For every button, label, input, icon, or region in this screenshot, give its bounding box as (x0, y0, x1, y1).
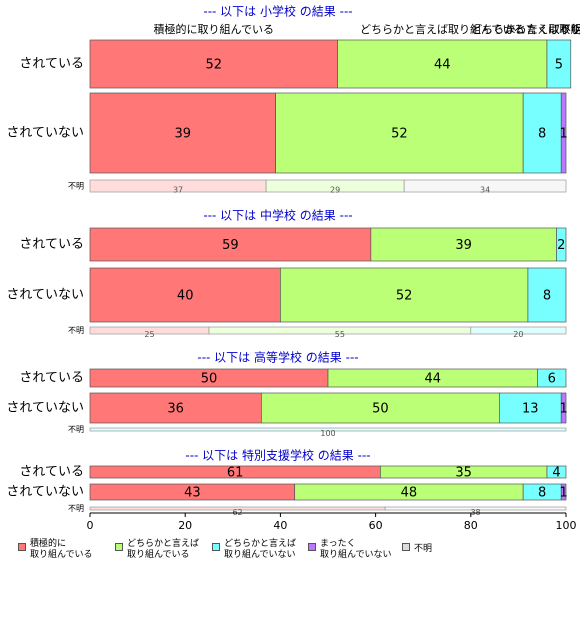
legend-label: 積極的に 取り組んでいる (30, 539, 93, 560)
category-label: されている (19, 237, 84, 252)
x-tick-label: 20 (178, 519, 192, 532)
value-label: 39 (175, 127, 192, 142)
bar-segment (546, 39, 572, 89)
bar-segment (280, 267, 529, 323)
legend-swatch (308, 543, 316, 551)
legend-label: まったく 取り組んでいない (320, 539, 392, 560)
value-label: 8 (543, 289, 551, 304)
legend-label: どちらかと言えば 取り組んでいる (127, 539, 200, 560)
category-label: されていない (6, 401, 84, 416)
header-label: 積極的に取り組んでいる (154, 22, 274, 36)
value-label: 50 (201, 372, 218, 387)
bar-segment (556, 227, 567, 262)
bar-segment (470, 326, 567, 335)
category-label: 不明 (68, 182, 84, 191)
value-label: 52 (396, 289, 413, 304)
value-label: 61 (227, 466, 244, 481)
bar-segment (522, 92, 562, 174)
panel-title: --- 以下は 小学校 の結果 --- (203, 4, 352, 19)
x-tick-label: 0 (87, 519, 94, 532)
value-label: 50 (372, 402, 389, 417)
value-label: 4 (552, 466, 560, 481)
bar-segment (403, 179, 567, 193)
bar-segment (527, 267, 567, 323)
category-label: されている (19, 371, 84, 386)
value-label: 5 (555, 58, 563, 73)
value-label: 6 (548, 372, 556, 387)
value-label: 39 (455, 238, 472, 253)
x-tick-label: 60 (369, 519, 383, 532)
value-label: 8 (538, 127, 546, 142)
bar-segment (370, 227, 557, 262)
value-label: 8 (538, 486, 546, 501)
value-label: 36 (167, 402, 184, 417)
x-tick-label: 80 (464, 519, 478, 532)
legend-swatch (18, 543, 26, 551)
value-label: 1 (559, 486, 567, 501)
category-label: されていない (6, 288, 84, 303)
value-label: 2 (557, 238, 565, 253)
panel-title: --- 以下は 中学校 の結果 --- (203, 208, 352, 223)
legend-label: 不明 (414, 544, 433, 554)
value-label: 48 (401, 486, 418, 501)
bar-segment (89, 39, 338, 89)
value-label: 44 (434, 58, 451, 73)
value-label: 44 (424, 372, 441, 387)
bar-segment (537, 368, 567, 388)
bar-segment (275, 92, 524, 174)
x-tick-label: 40 (273, 519, 287, 532)
legend-swatch (402, 543, 410, 551)
x-tick-label: 100 (556, 519, 577, 532)
value-label: 29 (330, 186, 340, 195)
bar-segment (89, 267, 281, 323)
bar-segment (384, 506, 567, 511)
bar-segment (560, 392, 567, 424)
panel-title: --- 以下は 高等学校 の結果 --- (197, 350, 358, 365)
legend-swatch (212, 543, 220, 551)
value-label: 100 (320, 429, 335, 438)
bar-segment (499, 392, 562, 424)
bar-segment (560, 92, 567, 174)
category-label: されていない (6, 126, 84, 141)
bar-segment (89, 227, 372, 262)
value-label: 40 (177, 289, 194, 304)
bar-segment (89, 392, 262, 424)
value-label: 1 (559, 127, 567, 142)
value-label: 55 (335, 330, 345, 339)
value-label: 13 (522, 402, 539, 417)
value-label: 52 (391, 127, 408, 142)
panel-title: --- 以下は 特別支援学校 の結果 --- (185, 448, 370, 463)
value-label: 35 (455, 466, 472, 481)
bar-segment (89, 427, 567, 432)
value-label: 25 (144, 330, 154, 339)
legend-swatch (115, 543, 123, 551)
category-label: されていない (6, 485, 84, 500)
value-label: 34 (480, 186, 490, 195)
bar-segment (546, 465, 567, 479)
value-label: 37 (173, 186, 183, 195)
header-label: どちらかと言えば取り組んでいる (360, 23, 524, 36)
value-label: 59 (222, 238, 239, 253)
header-label: 不明 (560, 23, 580, 36)
category-label: 不明 (68, 425, 84, 434)
legend-label: どちらかと言えば 取り組んでいない (224, 539, 297, 560)
bar-segment (89, 92, 276, 174)
category-label: 不明 (68, 326, 84, 335)
value-label: 1 (559, 402, 567, 417)
bar-segment (337, 39, 548, 89)
category-label: されている (19, 465, 84, 480)
value-label: 43 (184, 486, 201, 501)
category-label: 不明 (68, 504, 84, 513)
value-label: 52 (205, 58, 222, 73)
value-label: 20 (513, 330, 523, 339)
bar-segment (560, 483, 567, 501)
category-label: されている (19, 57, 84, 72)
